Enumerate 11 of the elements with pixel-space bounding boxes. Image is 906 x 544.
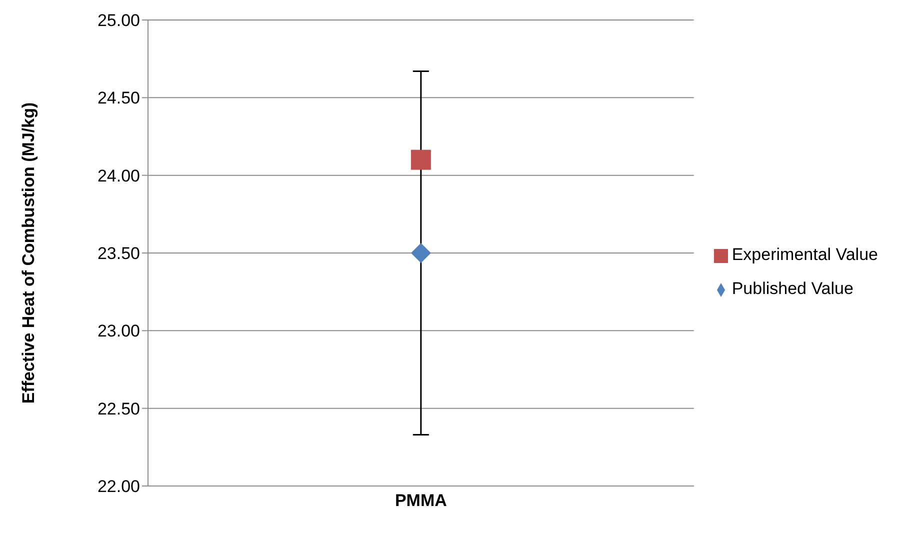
y-tick-label: 22.00 [97, 477, 140, 496]
legend-label: Experimental Value [732, 245, 878, 264]
y-tick-label: 24.00 [97, 166, 140, 186]
legend-label: Published Value [732, 279, 854, 298]
y-tick-label: 25.00 [97, 11, 140, 30]
y-tick-label: 24.50 [97, 88, 140, 108]
x-tick-label: PMMA [394, 491, 447, 510]
y-tick-label: 23.50 [97, 244, 140, 264]
y-axis-title: Effective Heat of Combustion (MJ/kg) [19, 102, 38, 404]
y-tick-label: 22.50 [97, 399, 140, 418]
y-tick-label: 23.00 [97, 322, 140, 341]
